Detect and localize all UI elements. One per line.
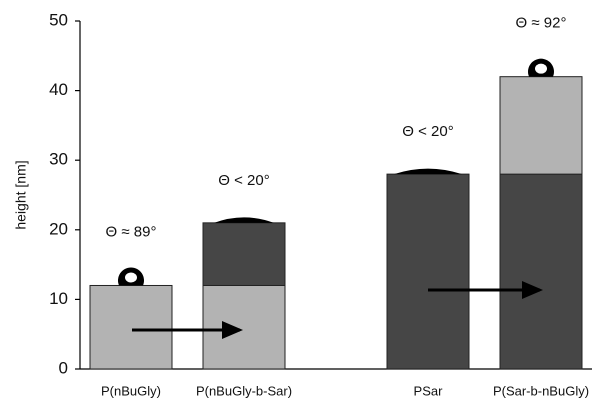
bar-segment (500, 174, 582, 369)
droplet-highlight (535, 64, 547, 74)
bar-segment (203, 285, 285, 369)
x-tick-label: P(nBuGly) (101, 383, 161, 398)
droplet (214, 217, 274, 223)
y-axis-label: height [nm] (13, 160, 29, 229)
annotation: Θ ≈ 89° (106, 223, 157, 240)
x-tick-label: P(nBuGly-b-Sar) (196, 383, 292, 398)
bar-segment (387, 174, 469, 369)
bar-segment (500, 77, 582, 174)
y-tick-label: 10 (49, 289, 68, 308)
annotation: Θ < 20° (402, 123, 453, 140)
x-tick-label: P(Sar-b-nBuGly) (493, 383, 589, 398)
annotation: Θ ≈ 92° (516, 15, 567, 32)
annotation: Θ < 20° (218, 172, 269, 189)
y-tick-label: 0 (59, 358, 68, 377)
bar-segment (203, 223, 285, 286)
y-tick-label: 20 (49, 219, 68, 238)
y-tick-label: 50 (49, 10, 68, 29)
bar-segment (90, 285, 172, 369)
y-tick-label: 40 (49, 80, 68, 99)
x-tick-label: PSar (414, 383, 444, 398)
y-tick-label: 30 (49, 150, 68, 169)
droplet-highlight (125, 272, 137, 282)
droplet (394, 169, 462, 175)
arrows (132, 290, 540, 330)
chart: height [nm] 0 10 20 30 40 50 P(nBuGly) Θ ≈ 89° P… (0, 0, 592, 400)
